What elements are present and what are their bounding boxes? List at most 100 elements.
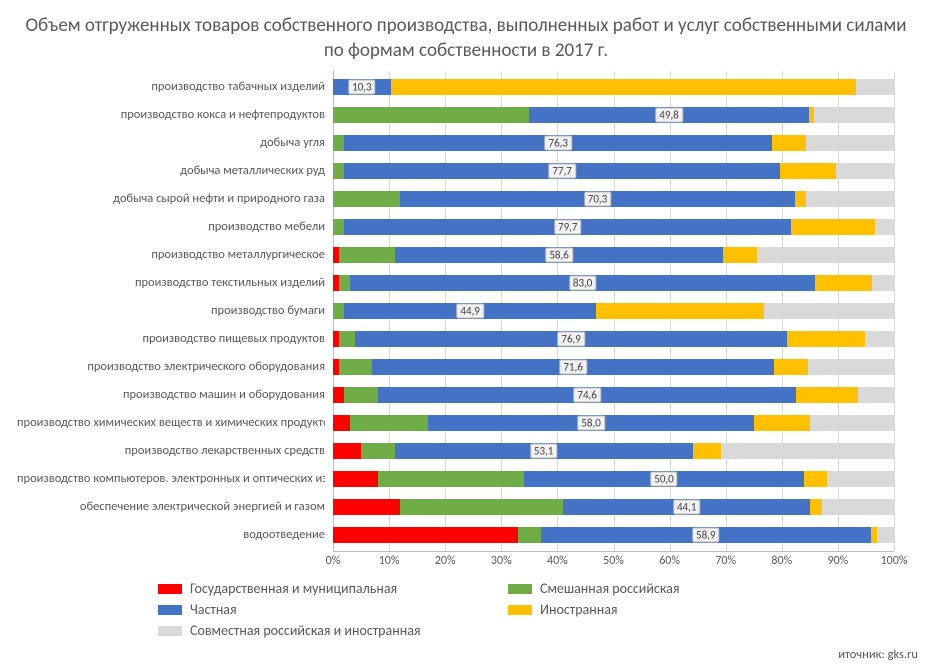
segment-mixed xyxy=(344,387,378,403)
category-label: производство пищевых продуктов xyxy=(17,329,325,349)
segment-gov xyxy=(333,387,344,403)
segment-joint xyxy=(856,79,894,95)
data-label: 10,3 xyxy=(348,80,375,95)
category-label: производство электрического оборудования xyxy=(17,357,325,377)
segment-private: 58,9 xyxy=(541,527,871,543)
gridline xyxy=(894,71,895,551)
segment-mixed xyxy=(333,219,344,235)
x-tick-label: 50% xyxy=(603,554,624,568)
segment-private: 77,7 xyxy=(344,163,780,179)
segment-gov xyxy=(333,499,400,515)
data-label: 58,9 xyxy=(692,528,719,543)
category-label: обеспечение электрической энергией и газ… xyxy=(17,497,325,517)
category-label: добыча металлических руд xyxy=(17,161,325,181)
segment-joint xyxy=(865,331,894,347)
segment-mixed xyxy=(339,275,350,291)
segment-foreign xyxy=(787,331,866,347)
bar-row: добыча угля76,3 xyxy=(333,133,894,153)
data-label: 71,6 xyxy=(559,360,586,375)
bar-row: производство химических веществ и химиче… xyxy=(333,413,894,433)
category-label: производство кокса и нефтепродуктов xyxy=(17,105,325,125)
plot-area: производство табачных изделий10,3произво… xyxy=(333,71,894,552)
bar-segments: 77,7 xyxy=(333,163,894,179)
segment-gov xyxy=(333,471,378,487)
x-tick-label: 40% xyxy=(547,554,568,568)
x-tick-label: 90% xyxy=(828,554,849,568)
legend-label: Смешанная российская xyxy=(540,580,679,597)
segment-mixed xyxy=(333,303,344,319)
x-tick-label: 100% xyxy=(881,554,908,568)
segment-joint xyxy=(810,415,894,431)
segment-mixed xyxy=(361,443,395,459)
bar-segments: 50,0 xyxy=(333,471,894,487)
segment-mixed xyxy=(400,499,563,515)
segment-foreign xyxy=(810,499,821,515)
segment-joint xyxy=(806,191,894,207)
legend-item: Государственная и муниципальная xyxy=(158,580,478,597)
segment-foreign xyxy=(596,303,764,319)
x-tick-label: 0% xyxy=(326,554,341,568)
data-label: 44,9 xyxy=(456,304,483,319)
bar-segments: 83,0 xyxy=(333,275,894,291)
data-label: 50,0 xyxy=(650,472,677,487)
segment-mixed xyxy=(339,247,395,263)
category-label: производство бумаги xyxy=(17,301,325,321)
legend-label: Иностранная xyxy=(540,601,618,618)
bar-row: обеспечение электрической энергией и газ… xyxy=(333,497,894,517)
legend-swatch xyxy=(158,626,182,636)
bar-segments: 76,9 xyxy=(333,331,894,347)
segment-foreign xyxy=(774,359,808,375)
segment-private: 49,8 xyxy=(529,107,808,123)
bar-segments: 49,8 xyxy=(333,107,894,123)
data-label: 58,6 xyxy=(545,248,572,263)
x-tick-label: 60% xyxy=(659,554,680,568)
category-label: производство мебели xyxy=(17,217,325,237)
segment-mixed xyxy=(339,359,373,375)
segment-foreign xyxy=(772,135,806,151)
segment-joint xyxy=(875,219,894,235)
bar-row: производство кокса и нефтепродуктов49,8 xyxy=(333,105,894,125)
data-label: 44,1 xyxy=(673,500,700,515)
category-label: добыча угля xyxy=(17,133,325,153)
bar-segments: 58,6 xyxy=(333,247,894,263)
data-label: 74,6 xyxy=(573,388,600,403)
segment-private: 79,7 xyxy=(344,219,791,235)
legend-item: Иностранная xyxy=(508,601,828,618)
legend-swatch xyxy=(158,605,182,615)
bar-row: производство машин и оборудования74,6 xyxy=(333,385,894,405)
segment-joint xyxy=(827,471,894,487)
bar-row: производство бумаги44,9 xyxy=(333,301,894,321)
x-tick-label: 10% xyxy=(379,554,400,568)
data-label: 70,3 xyxy=(584,192,611,207)
segment-private: 50,0 xyxy=(524,471,805,487)
bar-row: производство металлургическое58,6 xyxy=(333,245,894,265)
x-tick-label: 20% xyxy=(435,554,456,568)
segment-joint xyxy=(721,443,894,459)
segment-mixed xyxy=(378,471,524,487)
data-label: 49,8 xyxy=(655,108,682,123)
segment-mixed xyxy=(350,415,429,431)
category-label: производство текстильных изделий xyxy=(17,273,325,293)
bar-row: производство электрического оборудования… xyxy=(333,357,894,377)
category-label: водоотведение xyxy=(17,525,325,545)
category-label: производство металлургическое xyxy=(17,245,325,265)
segment-foreign xyxy=(804,471,826,487)
bar-row: производство лекарственных средств53,1 xyxy=(333,441,894,461)
x-tick-label: 30% xyxy=(491,554,512,568)
segment-private: 53,1 xyxy=(395,443,693,459)
segment-gov xyxy=(333,415,350,431)
category-label: производство химических веществ и химиче… xyxy=(17,413,325,433)
segment-private: 71,6 xyxy=(372,359,774,375)
segment-foreign xyxy=(791,219,875,235)
segment-mixed xyxy=(333,191,400,207)
bar-segments: 70,3 xyxy=(333,191,894,207)
legend-label: Совместная российская и иностранная xyxy=(190,622,421,639)
segment-private: 76,9 xyxy=(355,331,786,347)
data-label: 76,3 xyxy=(544,136,571,151)
segment-joint xyxy=(872,275,894,291)
x-tick-label: 70% xyxy=(715,554,736,568)
bar-rows: производство табачных изделий10,3произво… xyxy=(333,77,894,545)
segment-joint xyxy=(858,387,894,403)
segment-joint xyxy=(822,499,894,515)
segment-private: 76,3 xyxy=(344,135,772,151)
